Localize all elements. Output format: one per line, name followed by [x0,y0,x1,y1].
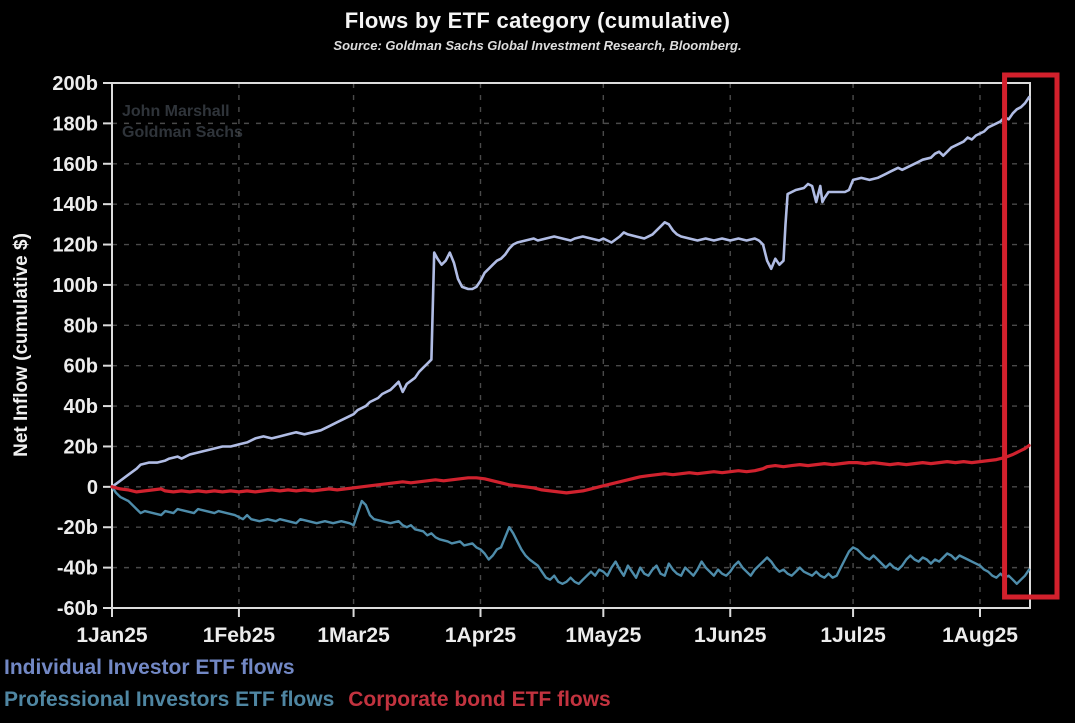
y-tick-label: 120b [52,235,98,257]
y-tick-label: 160b [52,154,98,176]
y-tick-label: 200b [52,73,98,95]
y-tick-label: 0 [87,477,98,499]
x-tick-label: 1Jul25 [820,624,886,647]
watermark: John Marshall Goldman Sachs [122,101,243,143]
legend-row-1: Individual Investor ETF flows [4,656,309,680]
y-tick-label: -40b [57,558,98,580]
x-tick-label: 1Apr25 [445,624,517,647]
y-tick-label: 180b [52,113,98,135]
series-individual-investor-etf-flows [110,95,1031,489]
x-tick-label: 1May25 [565,624,641,647]
legend-item-individual-investor-etf-flows: Individual Investor ETF flows [4,656,295,679]
x-tick-label: 1Jan25 [76,624,148,647]
series-professional-investors-etf-flows [110,485,1031,585]
y-tick-label: 80b [64,315,98,337]
y-tick-label: -60b [57,598,98,620]
y-tick-label: 100b [52,275,98,297]
legend-item-professional-investors-etf-flows: Professional Investors ETF flows [4,688,335,711]
x-tick-label: 1Jun25 [694,624,767,647]
series-corporate-bond-etf-flows [110,443,1031,495]
y-tick-label: 20b [64,436,98,458]
recent-data-highlight-box [1002,72,1060,600]
y-tick-label: 40b [64,396,98,418]
watermark-line-1: John Marshall [122,103,230,120]
y-tick-label: -20b [57,517,98,539]
chart-source: Source: Goldman Sachs Global Investment … [333,38,742,53]
watermark-line-2: Goldman Sachs [122,124,243,141]
y-tick-label: 140b [52,194,98,216]
chart-title: Flows by ETF category (cumulative) [344,8,731,33]
plot-frame [111,82,1031,609]
legend-row-2: Professional Investors ETF flows Corporat… [4,688,625,712]
x-tick-label: 1Feb25 [203,624,276,647]
x-tick-label: 1Mar25 [317,624,390,647]
x-tick-label: 1Aug25 [942,624,1018,647]
y-tick-label: 60b [64,356,98,378]
legend-item-corporate-bond-etf-flows: Corporate bond ETF flows [348,688,611,711]
